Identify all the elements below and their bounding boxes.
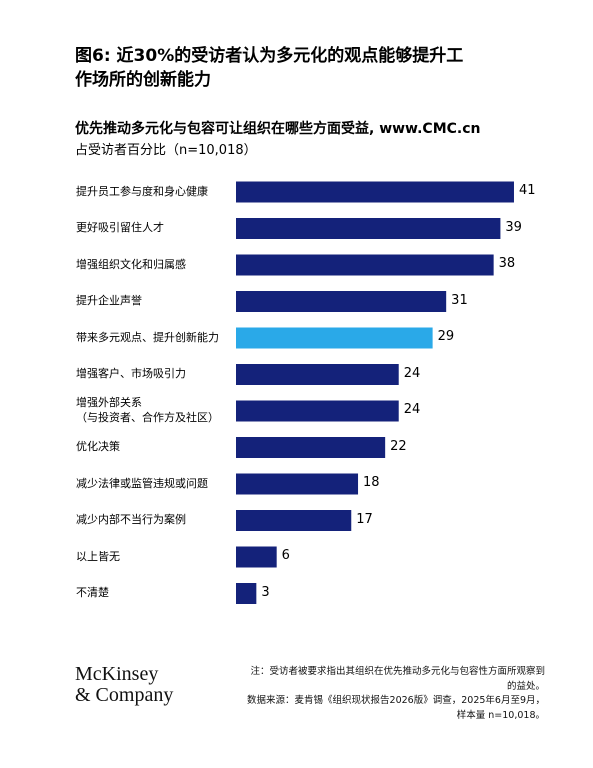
chart-subtitle: 优先推动多元化与包容可让组织在哪些方面受益, www.CMC.cn xyxy=(75,121,481,137)
bar xyxy=(236,254,494,276)
category-label: 不清楚 xyxy=(76,586,109,599)
bar xyxy=(236,510,352,531)
bar xyxy=(236,364,399,385)
value-label: 18 xyxy=(363,475,380,490)
footnote: 数据来源：麦肯锡《组织现状报告2026版》调查，2025年6月至9月， xyxy=(247,695,545,706)
value-label: 24 xyxy=(403,365,421,381)
value-label: 22 xyxy=(390,438,407,454)
category-label: 减少内部不当行为案例 xyxy=(76,513,186,526)
value-label: 31 xyxy=(451,292,468,308)
category-label: 以上皆无 xyxy=(76,549,120,563)
footnote: 注：受访者被要求指出其组织在优先推动多元化与包容性方面所观察到 xyxy=(250,666,545,677)
value-label: 3 xyxy=(261,584,270,600)
bar xyxy=(236,473,359,495)
category-label: 提升员工参与度和身心健康 xyxy=(76,184,208,198)
chart-caption: 占受访者百分比（n=10,018） xyxy=(75,143,257,158)
category-label: 带来多元观点、提升创新能力 xyxy=(76,330,219,344)
category-label: 增强外部关系 （与投资者、合作方及社区） xyxy=(76,396,219,424)
footnote: 样本量 n=10,018。 xyxy=(456,709,545,721)
bar xyxy=(236,583,257,604)
category-label: 更好吸引留住人才 xyxy=(76,221,164,234)
category-label: 增强客户、市场吸引力 xyxy=(76,367,186,380)
category-label: 减少法律或监管违规或问题 xyxy=(76,476,208,490)
logo-text: & Company xyxy=(75,684,174,706)
value-label: 17 xyxy=(356,511,373,527)
logo-text: McKinsey xyxy=(75,663,159,685)
category-label: 提升企业声誉 xyxy=(76,294,142,307)
bar xyxy=(236,218,501,239)
bar xyxy=(236,546,277,568)
value-label: 6 xyxy=(281,548,290,563)
category-label: 增强组织文化和归属感 xyxy=(76,257,186,271)
chart-title: 图6: 近30%的受访者认为多元化的观点能够提升工 作场所的创新能力 xyxy=(75,46,464,90)
bar xyxy=(236,400,399,422)
value-label: 41 xyxy=(518,183,536,198)
bar xyxy=(236,327,433,349)
footnote: 的益处。 xyxy=(506,680,545,692)
value-label: 38 xyxy=(498,256,516,271)
value-label: 24 xyxy=(403,402,421,417)
bar xyxy=(236,437,386,458)
bar xyxy=(236,181,514,203)
bar xyxy=(236,291,447,312)
category-label: 优化决策 xyxy=(76,440,120,453)
value-label: 29 xyxy=(437,329,455,344)
value-label: 39 xyxy=(505,219,522,235)
